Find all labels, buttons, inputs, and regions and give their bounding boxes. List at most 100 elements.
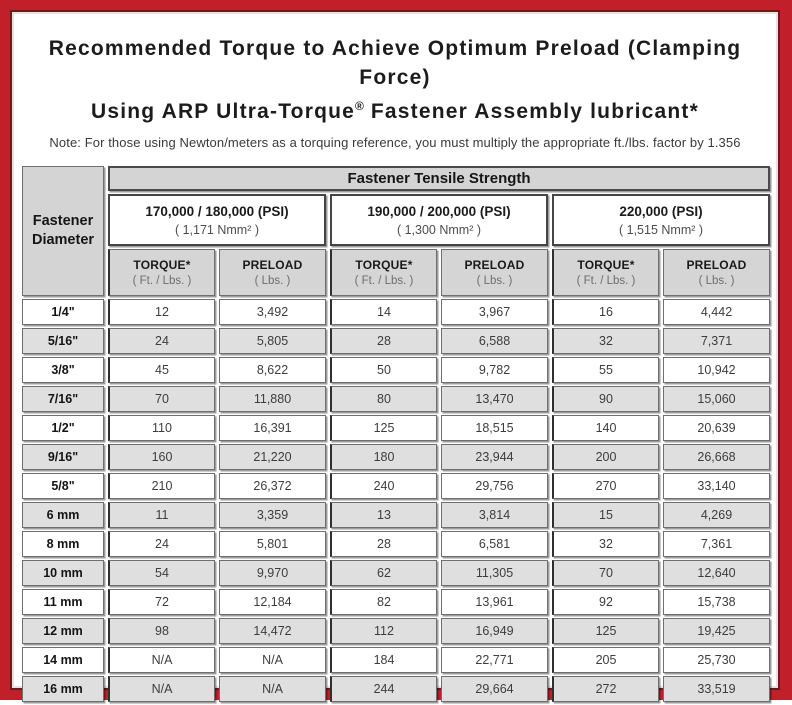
row-diameter-label: 12 mm	[22, 618, 104, 644]
row-diameter-label: 11 mm	[22, 589, 104, 615]
cell-value: 15,738	[663, 589, 771, 615]
table-row: 3/8" 45 8,622 50 9,782 55 10,942	[22, 357, 771, 383]
cell-value: 15	[552, 502, 659, 528]
torque-header-group-3: TORQUE* ( Ft. / Lbs. )	[552, 249, 659, 296]
cell-value: 125	[552, 618, 659, 644]
table-row: 12 mm 98 14,472 112 16,949 125 19,425	[22, 618, 771, 644]
cell-value: 16,949	[441, 618, 548, 644]
row-diameter-label: 8 mm	[22, 531, 104, 557]
cell-value: 45	[108, 357, 215, 383]
row-diameter-label: 5/16"	[22, 328, 104, 354]
tensile-header-row: Fastener Diameter Fastener Tensile Stren…	[22, 166, 771, 296]
cell-value: 14	[330, 299, 437, 325]
cell-value: 9,782	[441, 357, 548, 383]
registered-trademark-symbol: ®	[355, 99, 364, 113]
cell-value: 13,470	[441, 386, 548, 412]
cell-value: 12,184	[219, 589, 326, 615]
cell-value: 72	[108, 589, 215, 615]
cell-value: 13	[330, 502, 437, 528]
cell-value: 205	[552, 647, 659, 673]
cell-value: 98	[108, 618, 215, 644]
psi-group-2-header: 190,000 / 200,000 (PSI) ( 1,300 Nmm² )	[330, 194, 548, 246]
cell-value: 13,961	[441, 589, 548, 615]
cell-value: 184	[330, 647, 437, 673]
page-title: Recommended Torque to Achieve Optimum Pr…	[18, 34, 772, 126]
cell-value: 16,391	[219, 415, 326, 441]
cell-value: 28	[330, 328, 437, 354]
row-diameter-label: 6 mm	[22, 502, 104, 528]
cell-value: 125	[330, 415, 437, 441]
cell-value: 20,639	[663, 415, 771, 441]
cell-value: 14,472	[219, 618, 326, 644]
cell-value: 4,442	[663, 299, 771, 325]
cell-value: 8,622	[219, 357, 326, 383]
cell-value: 26,372	[219, 473, 326, 499]
cell-value: 54	[108, 560, 215, 586]
cell-value: 3,492	[219, 299, 326, 325]
row-diameter-label: 14 mm	[22, 647, 104, 673]
cell-value: 29,756	[441, 473, 548, 499]
cell-value: 272	[552, 676, 659, 702]
subheader-row: TORQUE* ( Ft. / Lbs. ) PRELOAD ( Lbs. ) …	[22, 249, 771, 296]
table-row: 14 mm N/A N/A 184 22,771 205 25,730	[22, 647, 771, 673]
cell-value: 19,425	[663, 618, 771, 644]
row-diameter-label: 7/16"	[22, 386, 104, 412]
preload-header-group-2: PRELOAD ( Lbs. )	[441, 249, 548, 296]
torque-table: Fastener Diameter Fastener Tensile Stren…	[18, 163, 774, 705]
cell-value: 10,942	[663, 357, 771, 383]
row-diameter-label: 1/2"	[22, 415, 104, 441]
cell-value: 28	[330, 531, 437, 557]
cell-value: 80	[330, 386, 437, 412]
cell-value: 18,515	[441, 415, 548, 441]
cell-value: 210	[108, 473, 215, 499]
cell-value: 24	[108, 531, 215, 557]
table-row: 6 mm 11 3,359 13 3,814 15 4,269	[22, 502, 771, 528]
fastener-diameter-header: Fastener Diameter	[22, 166, 104, 296]
torque-header-group-1: TORQUE* ( Ft. / Lbs. )	[108, 249, 215, 296]
table-row: 5/16" 24 5,805 28 6,588 32 7,371	[22, 328, 771, 354]
row-diameter-label: 3/8"	[22, 357, 104, 383]
cell-value: 21,220	[219, 444, 326, 470]
cell-value: 11	[108, 502, 215, 528]
psi-group-3-header: 220,000 (PSI) ( 1,515 Nmm² )	[552, 194, 771, 246]
cell-value: 7,371	[663, 328, 771, 354]
table-row: 1/2" 110 16,391 125 18,515 140 20,639	[22, 415, 771, 441]
cell-value: 82	[330, 589, 437, 615]
cell-value: 32	[552, 328, 659, 354]
table-row: 10 mm 54 9,970 62 11,305 70 12,640	[22, 560, 771, 586]
cell-value: 55	[552, 357, 659, 383]
cell-value: 6,581	[441, 531, 548, 557]
cell-value: 240	[330, 473, 437, 499]
cell-value: 32	[552, 531, 659, 557]
cell-value: 11,880	[219, 386, 326, 412]
content-panel: Recommended Torque to Achieve Optimum Pr…	[10, 10, 780, 702]
cell-value: 180	[330, 444, 437, 470]
cell-value: 70	[552, 560, 659, 586]
cell-value: 3,814	[441, 502, 548, 528]
cell-value: 200	[552, 444, 659, 470]
table-row: 1/4" 12 3,492 14 3,967 16 4,442	[22, 299, 771, 325]
cell-value: 6,588	[441, 328, 548, 354]
conversion-note: Note: For those using Newton/meters as a…	[49, 135, 741, 150]
table-row: 5/8" 210 26,372 240 29,756 270 33,140	[22, 473, 771, 499]
cell-value: 22,771	[441, 647, 548, 673]
cell-value: N/A	[108, 647, 215, 673]
title-line-2: Using ARP Ultra-Torque® Fastener Assembl…	[90, 99, 699, 123]
cell-value: 25,730	[663, 647, 771, 673]
cell-value: 62	[330, 560, 437, 586]
cell-value: 7,361	[663, 531, 771, 557]
cell-value: 50	[330, 357, 437, 383]
cell-value: 270	[552, 473, 659, 499]
cell-value: 29,664	[441, 676, 548, 702]
cell-value: 4,269	[663, 502, 771, 528]
table-row: 16 mm N/A N/A 244 29,664 272 33,519	[22, 676, 771, 702]
row-diameter-label: 16 mm	[22, 676, 104, 702]
cell-value: 15,060	[663, 386, 771, 412]
cell-value: 244	[330, 676, 437, 702]
cell-value: N/A	[219, 647, 326, 673]
cell-value: 26,668	[663, 444, 771, 470]
cell-value: 140	[552, 415, 659, 441]
row-diameter-label: 10 mm	[22, 560, 104, 586]
row-diameter-label: 9/16"	[22, 444, 104, 470]
